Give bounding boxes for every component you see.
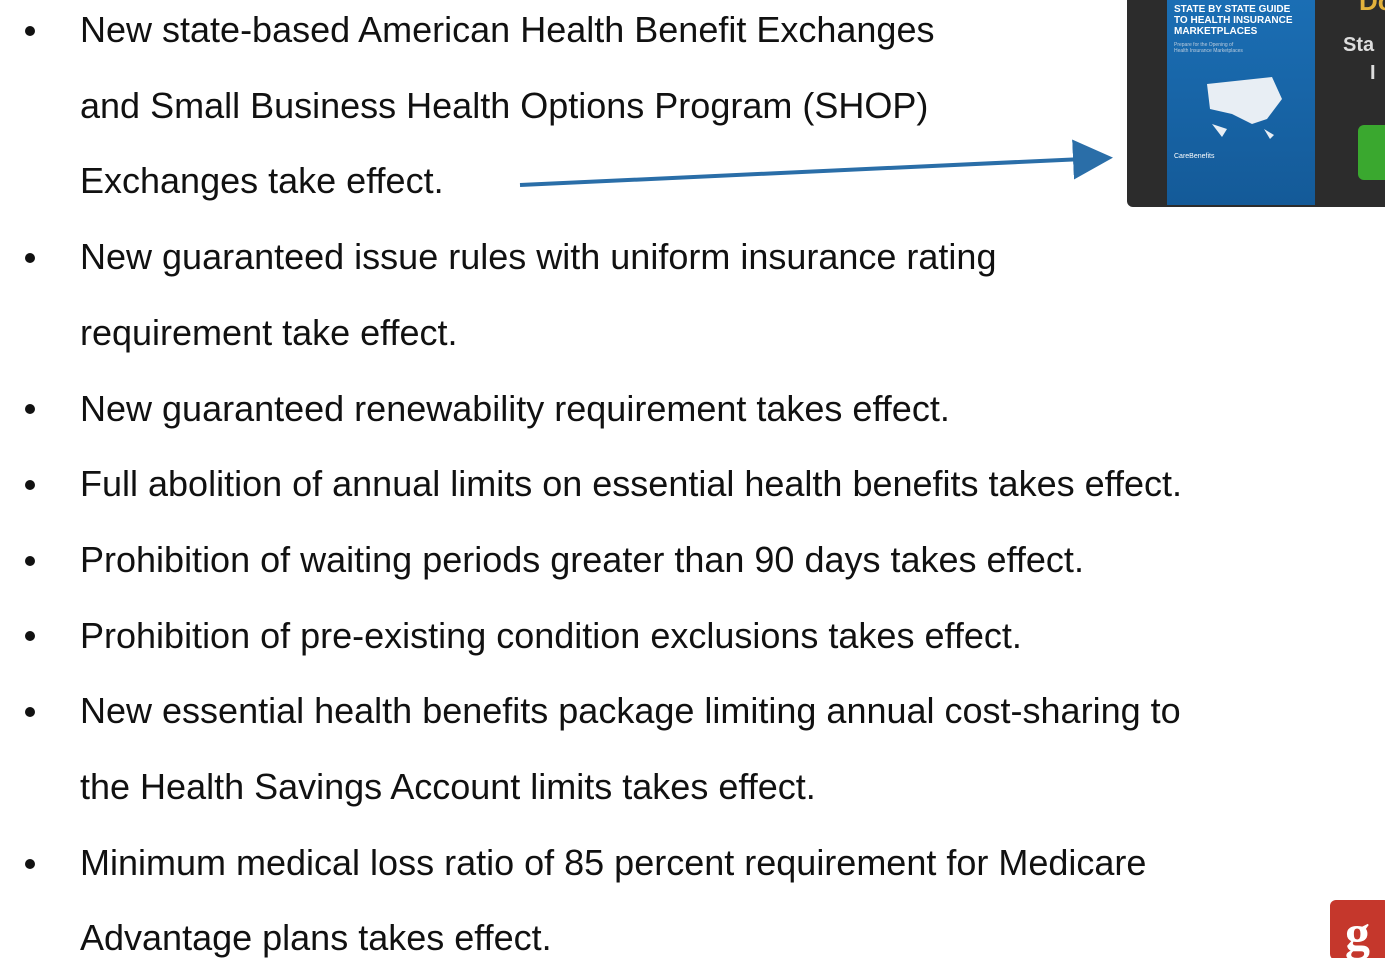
book-cover: STATE BY STATE GUIDE TO HEALTH INSURANCE… bbox=[1167, 0, 1315, 205]
ad-heading: Do bbox=[1359, 0, 1385, 17]
page: New state-based American Health Benefit … bbox=[0, 0, 1385, 958]
advertisement[interactable]: STATE BY STATE GUIDE TO HEALTH INSURANCE… bbox=[1127, 0, 1385, 207]
map bbox=[1202, 69, 1287, 139]
ad-text: I bbox=[1370, 62, 1376, 85]
cover-title: STATE BY STATE GUIDE bbox=[1174, 4, 1290, 15]
cover-title: MARKETPLACES bbox=[1174, 26, 1257, 37]
cover-subtitle: Health Insurance Marketplaces bbox=[1174, 48, 1243, 54]
cover-title: TO HEALTH INSURANCE bbox=[1174, 15, 1293, 26]
icon-glyph: g bbox=[1345, 905, 1370, 958]
ad-text: Sta bbox=[1343, 34, 1374, 57]
ad-button[interactable] bbox=[1358, 125, 1385, 180]
brand: CareBenefits bbox=[1174, 154, 1214, 160]
arrow bbox=[520, 158, 1105, 185]
